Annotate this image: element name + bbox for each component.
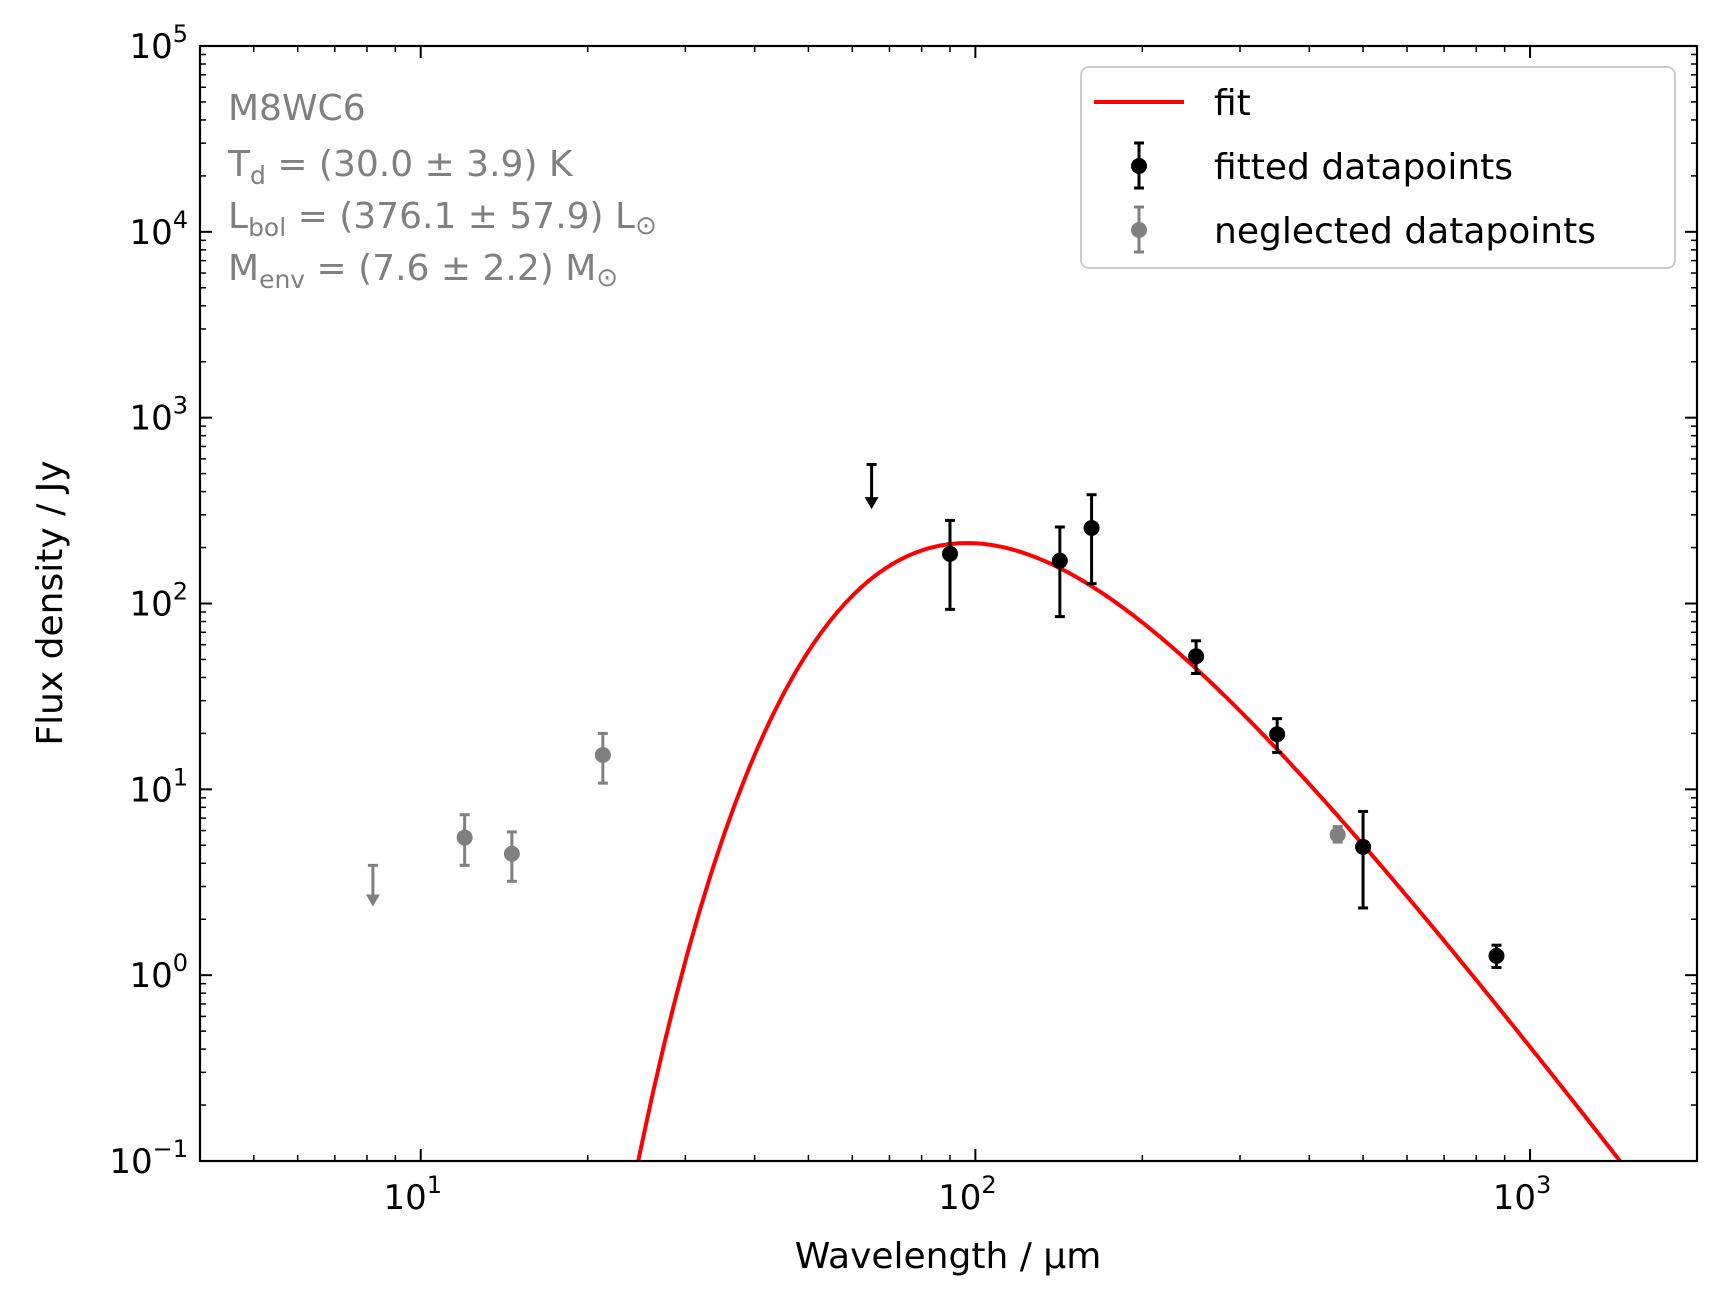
fitted-datapoint xyxy=(1355,809,1372,910)
limit-arrowhead xyxy=(864,497,879,510)
points-layer xyxy=(365,462,1505,969)
data-marker xyxy=(1051,552,1068,569)
data-marker xyxy=(1083,519,1100,536)
neglected-datapoint xyxy=(594,731,611,785)
legend-fitted-label: fitted datapoints xyxy=(1214,147,1513,188)
x-tick-label: 101 xyxy=(383,1171,442,1218)
legend-box xyxy=(1080,66,1676,269)
y-tick-label: 105 xyxy=(129,20,188,67)
plot-frame xyxy=(198,44,1699,1163)
fitted-datapoint xyxy=(1083,493,1100,586)
y-tick-label: 100 xyxy=(129,949,188,996)
envelope-mass: Menv = (7.6 ± 2.2) M⊙ xyxy=(228,248,618,294)
bolometric-luminosity: Lbol = (376.1 ± 57.9) L⊙ xyxy=(228,196,657,242)
data-marker xyxy=(1488,947,1505,964)
limit-arrowhead xyxy=(365,894,380,907)
fitted-datapoint xyxy=(941,518,958,611)
y-axis-title: Flux density / Jy xyxy=(30,460,71,745)
data-marker xyxy=(1188,648,1205,665)
legend: fit fitted datapoints neglected datapoin… xyxy=(1080,66,1676,269)
fitted-upper-limit xyxy=(864,462,879,510)
data-marker xyxy=(456,829,473,846)
x-tick-label: 103 xyxy=(1493,1171,1552,1218)
fitted-datapoint xyxy=(1269,717,1286,754)
legend-fitted-swatch xyxy=(1131,141,1147,190)
data-marker xyxy=(503,845,520,862)
data-marker xyxy=(941,545,958,562)
y-tick-label: 10−1 xyxy=(109,1135,188,1182)
neglected-upper-limit xyxy=(365,863,380,907)
legend-neglected-swatch xyxy=(1131,205,1147,254)
data-marker xyxy=(1355,838,1372,855)
fit-layer xyxy=(636,541,1623,1161)
data-marker xyxy=(594,747,611,764)
fitted-datapoint xyxy=(1051,525,1068,619)
data-marker xyxy=(1329,826,1346,843)
y-tick-label: 103 xyxy=(129,392,188,439)
dust-temperature: Td = (30.0 ± 3.9) K xyxy=(227,144,574,190)
neglected-datapoint xyxy=(456,813,473,867)
x-tick-label: 102 xyxy=(938,1171,997,1218)
x-axis-title: Wavelength / μm xyxy=(795,1236,1102,1277)
y-tick-label: 101 xyxy=(129,763,188,810)
annotation-block: M8WC6 Td = (30.0 ± 3.9) K Lbol = (376.1 … xyxy=(227,88,657,294)
legend-fit-label: fit xyxy=(1214,83,1251,124)
y-tick-label: 104 xyxy=(129,206,188,253)
legend-neglected-label: neglected datapoints xyxy=(1214,211,1596,252)
source-name: M8WC6 xyxy=(228,88,366,129)
y-tick-label: 102 xyxy=(129,578,188,625)
neglected-datapoint xyxy=(1329,825,1346,844)
data-marker xyxy=(1269,726,1286,743)
ticks-layer: 101 102 103 10−1 100 101 102 103 104 105 xyxy=(109,20,1697,1218)
fit-curve xyxy=(636,541,1623,1161)
fitted-datapoint xyxy=(1488,943,1505,969)
neglected-datapoint xyxy=(503,830,520,883)
fitted-datapoint xyxy=(1188,639,1205,676)
